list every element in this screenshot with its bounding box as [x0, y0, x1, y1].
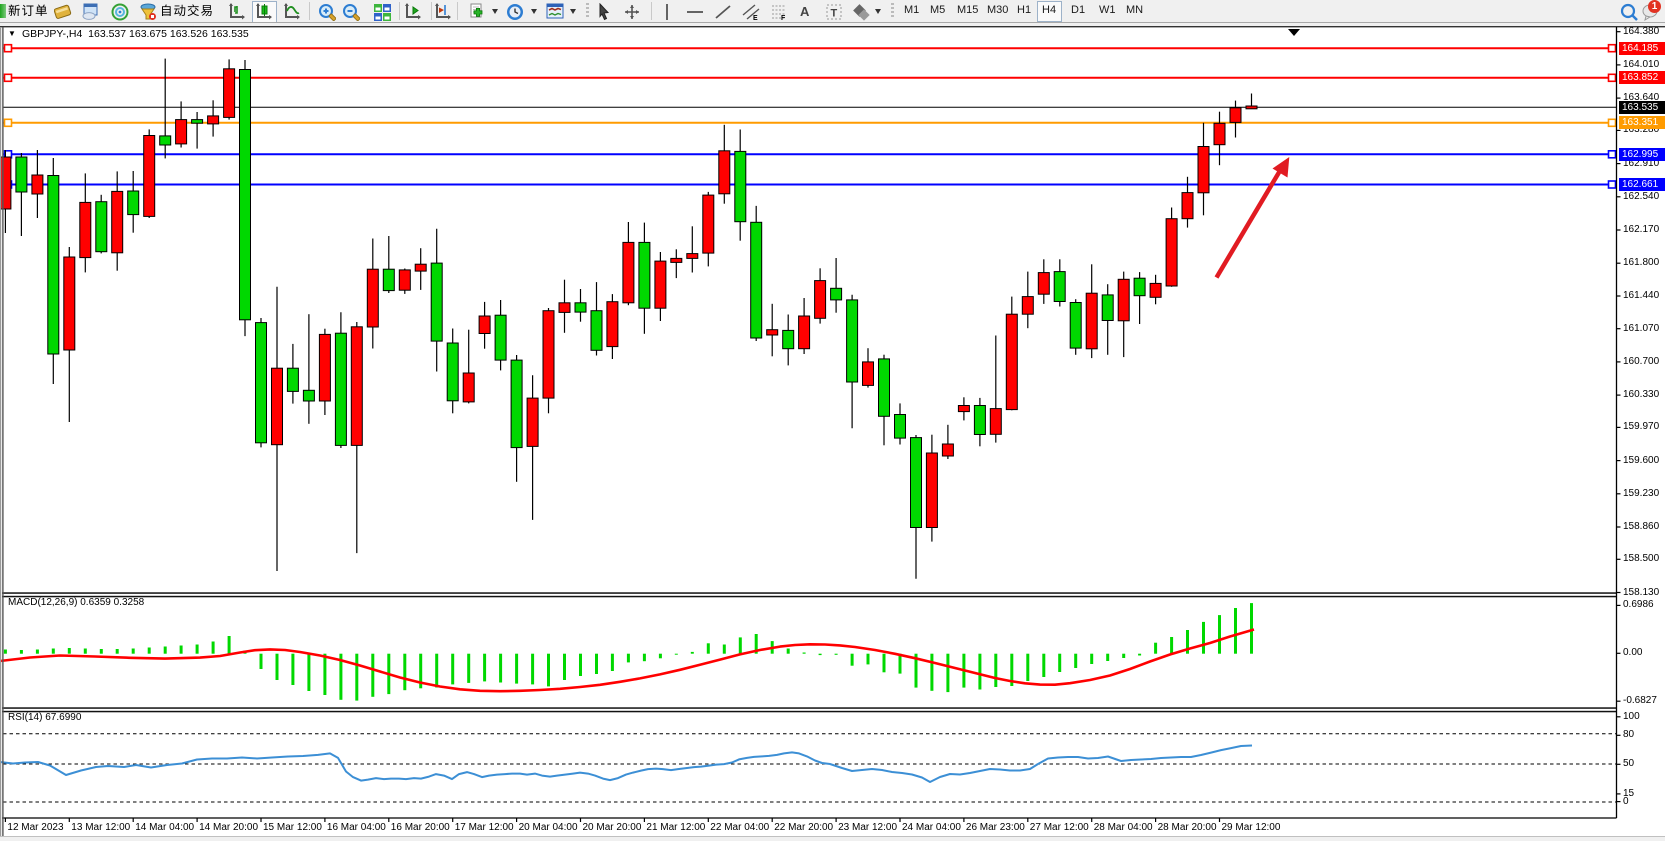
svg-text:E: E — [753, 15, 758, 21]
svg-text:T: T — [831, 8, 838, 20]
svg-text:F: F — [781, 15, 786, 21]
